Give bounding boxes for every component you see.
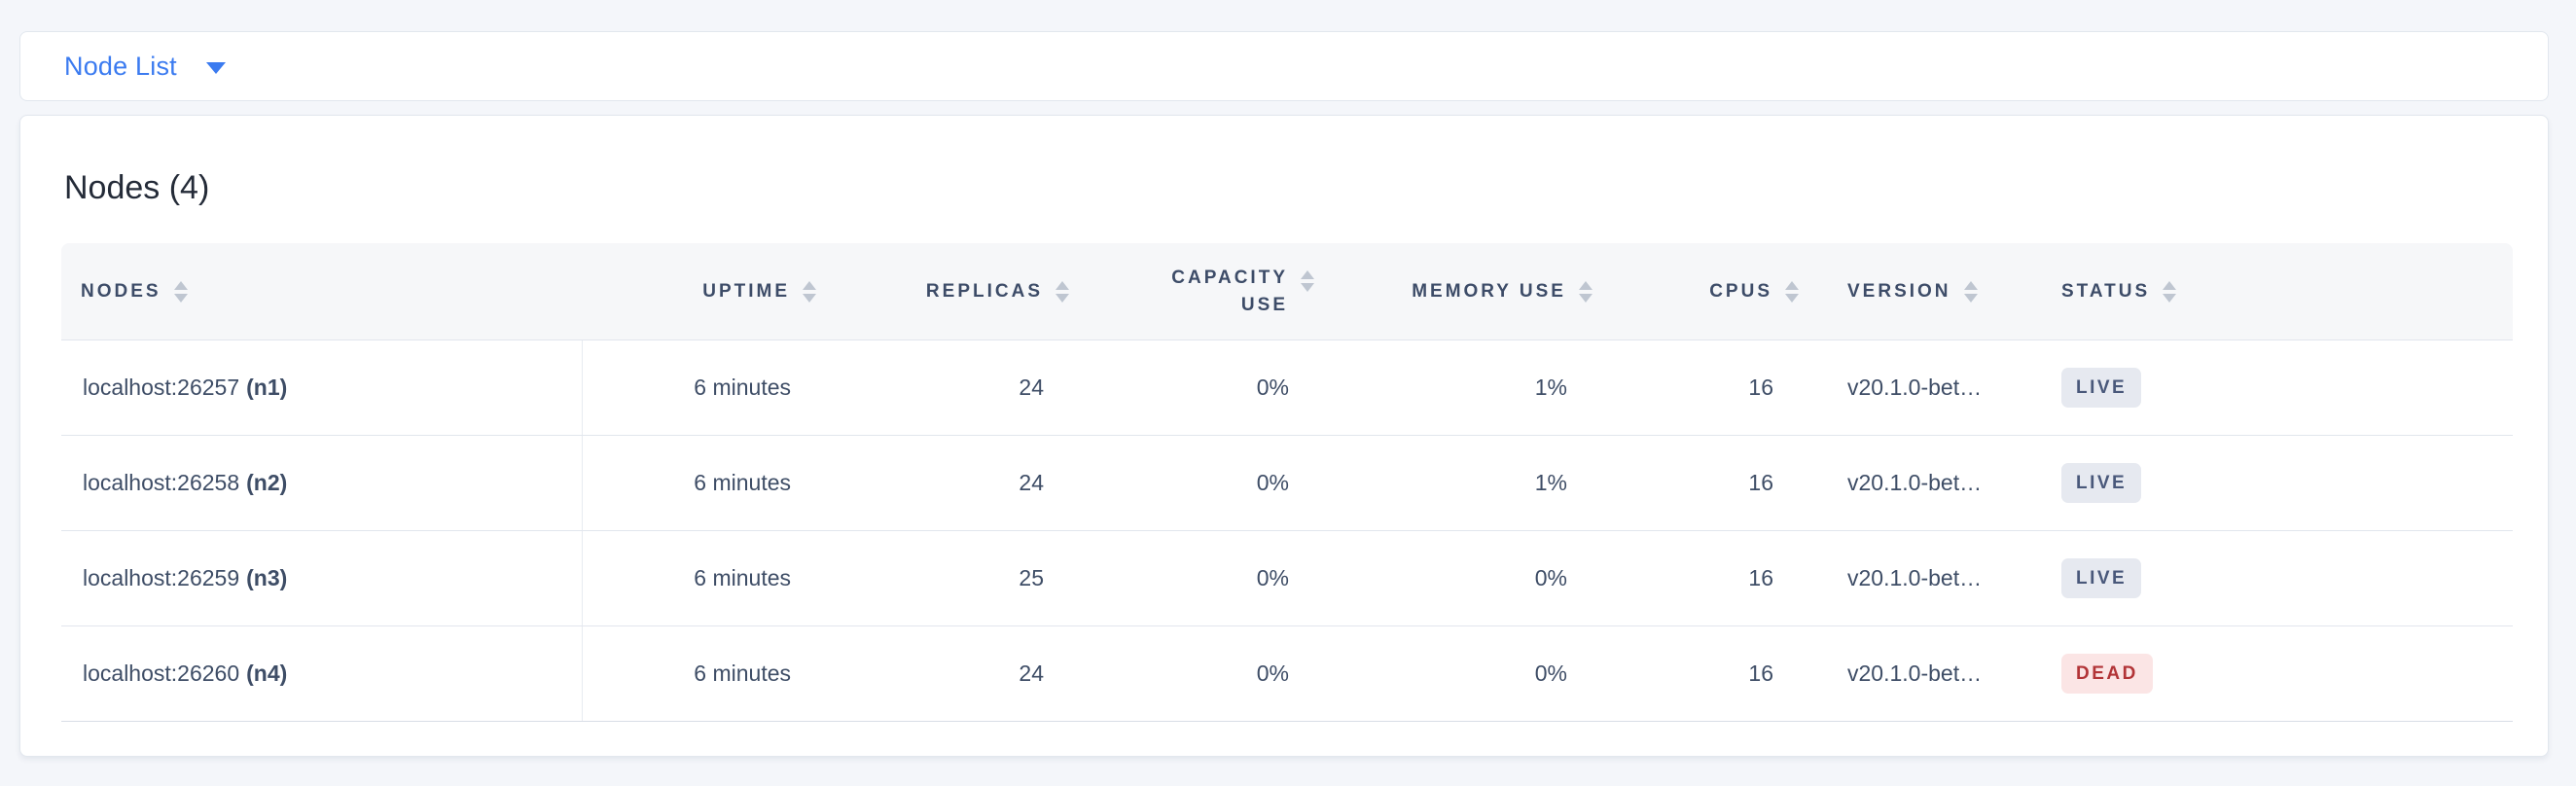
node-address-cell: localhost:26257 (n1) — [61, 340, 583, 435]
column-header-replicas[interactable]: REPLICAS — [836, 243, 1089, 339]
capacity-use-cell: 0% — [1256, 565, 1289, 590]
column-header-nodes[interactable]: NODES — [61, 243, 583, 339]
status-badge: LIVE — [2061, 368, 2142, 408]
column-label: MEMORY USE — [1412, 280, 1566, 302]
node-id: (n4) — [246, 661, 288, 686]
uptime-cell: 6 minutes — [694, 661, 791, 686]
memory-use-cell: 1% — [1534, 470, 1567, 495]
sort-arrows-icon — [1055, 280, 1069, 303]
replicas-cell: 25 — [1019, 565, 1044, 590]
sort-arrows-icon — [2163, 280, 2177, 303]
table-row-n3[interactable]: localhost:26259 (n3) 6 minutes 25 0% 0% … — [61, 531, 2513, 626]
memory-use-cell: 0% — [1534, 565, 1567, 590]
status-cell: LIVE — [2052, 531, 2513, 625]
table-row-n4[interactable]: localhost:26260 (n4) 6 minutes 24 0% 0% … — [61, 626, 2513, 722]
capacity-use-cell: 0% — [1256, 470, 1289, 495]
version-cell: v20.1.0-bet… — [1847, 375, 1983, 400]
replicas-cell: 24 — [1019, 470, 1044, 495]
column-header-capacity-use[interactable]: CAPACITY USE — [1089, 243, 1334, 339]
column-label: STATUS — [2061, 280, 2151, 302]
column-label: CAPACITY USE — [1171, 267, 1288, 315]
view-selector-bar: Node List — [19, 31, 2549, 101]
uptime-cell: 6 minutes — [694, 565, 791, 590]
column-header-version[interactable]: VERSION — [1818, 243, 2052, 339]
column-header-status[interactable]: STATUS — [2052, 243, 2513, 339]
status-cell: LIVE — [2052, 436, 2513, 530]
uptime-cell: 6 minutes — [694, 470, 791, 495]
nodes-card: Nodes (4) NODES UPTIME REPLICAS CAPACITY… — [19, 115, 2549, 757]
cpus-cell: 16 — [1748, 470, 1773, 495]
node-list-table: NODES UPTIME REPLICAS CAPACITY USE MEMOR… — [61, 243, 2513, 722]
status-cell: DEAD — [2052, 626, 2513, 721]
sort-arrows-icon — [1579, 280, 1592, 303]
status-badge: LIVE — [2061, 463, 2142, 503]
node-address-cell: localhost:26259 (n3) — [61, 531, 583, 625]
node-address-cell: localhost:26260 (n4) — [61, 626, 583, 721]
column-header-memory-use[interactable]: MEMORY USE — [1334, 243, 1612, 339]
version-cell: v20.1.0-bet… — [1847, 661, 1983, 686]
node-id: (n2) — [246, 470, 288, 495]
node-address: localhost:26258 — [83, 470, 240, 495]
sort-arrows-icon — [1963, 280, 1978, 303]
status-cell: LIVE — [2052, 340, 2513, 435]
memory-use-cell: 0% — [1534, 661, 1567, 686]
version-cell: v20.1.0-bet… — [1847, 565, 1983, 590]
column-label: UPTIME — [702, 280, 790, 302]
sort-arrows-icon — [1785, 280, 1799, 303]
cpus-cell: 16 — [1748, 661, 1773, 686]
node-address: localhost:26260 — [83, 661, 240, 686]
node-address-cell: localhost:26258 (n2) — [61, 436, 583, 530]
status-badge: LIVE — [2061, 558, 2142, 598]
node-id: (n1) — [246, 375, 288, 400]
replicas-cell: 24 — [1019, 661, 1044, 686]
table-body: localhost:26257 (n1) 6 minutes 24 0% 1% … — [61, 340, 2513, 722]
node-address: localhost:26259 — [83, 565, 240, 590]
memory-use-cell: 1% — [1534, 375, 1567, 400]
column-label: CPUS — [1709, 280, 1772, 302]
cpus-cell: 16 — [1748, 565, 1773, 590]
page-title: Nodes (4) — [64, 169, 210, 206]
table-row-n1[interactable]: localhost:26257 (n1) 6 minutes 24 0% 1% … — [61, 340, 2513, 436]
sort-arrows-icon — [173, 280, 188, 303]
chevron-down-icon — [205, 61, 226, 74]
table-row-n2[interactable]: localhost:26258 (n2) 6 minutes 24 0% 1% … — [61, 436, 2513, 531]
node-id: (n3) — [246, 565, 288, 590]
column-label: VERSION — [1847, 280, 1951, 302]
table-header-row: NODES UPTIME REPLICAS CAPACITY USE MEMOR… — [61, 243, 2513, 340]
status-badge: DEAD — [2061, 654, 2153, 694]
capacity-use-cell: 0% — [1256, 661, 1289, 686]
node-address: localhost:26257 — [83, 375, 240, 400]
uptime-cell: 6 minutes — [694, 375, 791, 400]
column-header-cpus[interactable]: CPUS — [1612, 243, 1818, 339]
version-cell: v20.1.0-bet… — [1847, 470, 1983, 495]
column-label: REPLICAS — [925, 280, 1043, 302]
sort-arrows-icon — [1301, 270, 1314, 292]
column-header-uptime[interactable]: UPTIME — [583, 243, 836, 339]
sort-arrows-icon — [803, 280, 816, 303]
view-dropdown[interactable]: Node List — [64, 52, 226, 82]
view-dropdown-label: Node List — [64, 51, 177, 81]
replicas-cell: 24 — [1019, 375, 1044, 400]
capacity-use-cell: 0% — [1256, 375, 1289, 400]
column-label: NODES — [81, 280, 161, 302]
cpus-cell: 16 — [1748, 375, 1773, 400]
